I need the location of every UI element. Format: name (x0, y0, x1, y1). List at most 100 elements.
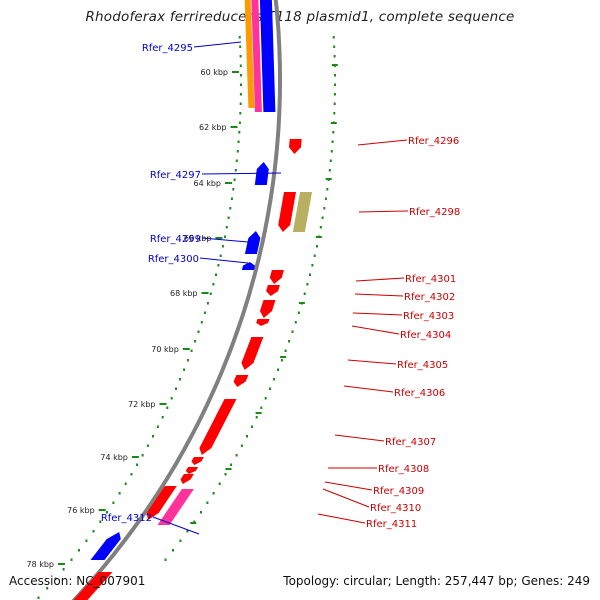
track-dot (141, 454, 144, 457)
track-dot (152, 435, 154, 438)
forward-gene (269, 270, 284, 284)
label-leader-line (201, 172, 282, 175)
track-dot (333, 112, 336, 115)
track-dot (217, 264, 220, 267)
kbp-tick-label: 70 kbp (151, 345, 179, 354)
kbp-tick-mark (98, 509, 106, 511)
track-dot (225, 226, 228, 229)
track-dot (197, 330, 200, 333)
right-gene-labels: Rfer_4296 Rfer_4298 Rfer_4301 Rfer_4302 Rfer… (317, 136, 460, 530)
track-dot (215, 273, 217, 276)
track-dot (200, 321, 203, 324)
reverse-gene (90, 532, 121, 560)
kbp-scale: 60 kbp 62 kbp 64 kbp 66 kbp 68 kbp 70 kbp 72 k… (26, 68, 239, 569)
track-dot (323, 207, 326, 210)
track-dot (164, 558, 167, 561)
track-dot (221, 245, 224, 248)
track-dot (239, 112, 242, 115)
track-dot (239, 93, 242, 96)
kbp-tick-mark (159, 403, 167, 405)
track-dot (239, 102, 242, 105)
track-dot (227, 216, 230, 219)
track-dot (136, 463, 139, 466)
track-dot (333, 102, 336, 105)
track-dash (190, 522, 197, 524)
track-dash (330, 122, 337, 124)
label-leader-line (201, 237, 249, 243)
track-dot (223, 235, 226, 238)
track-dot (170, 397, 173, 400)
track-dot (85, 539, 88, 542)
track-dot (156, 425, 159, 428)
track-dot (161, 416, 164, 419)
track-dot (124, 482, 127, 485)
track-dot (70, 558, 73, 561)
left-gene-labels: Rfer_4295 Rfer_4297 Rfer_4299 Rfer_4300 Rfer… (101, 41, 282, 535)
kbp-tick-label: 72 kbp (128, 400, 156, 409)
kbp-tick-label: 64 kbp (193, 179, 221, 188)
track-dot (309, 273, 311, 276)
track-dot (166, 406, 169, 409)
track-dot (331, 140, 334, 143)
track-dot (212, 492, 215, 495)
kbp-tick-mark (215, 237, 223, 239)
track-dot (230, 463, 233, 466)
olive-feature (292, 192, 312, 232)
track-dot (46, 587, 49, 590)
label-leader-line (317, 513, 366, 524)
label-leader-line (334, 434, 385, 442)
track-dot (288, 340, 291, 343)
accession-text: Accession: NC_007901 (9, 574, 146, 588)
kbp-tick-label: 78 kbp (26, 560, 54, 569)
kbp-tick-mark (58, 563, 65, 565)
forward-gene (73, 572, 113, 600)
orange-feature (244, 0, 255, 108)
gene-label: Rfer_4305 (397, 360, 448, 371)
track-dot (239, 64, 242, 67)
track-dot (328, 169, 331, 172)
label-leader-line (358, 210, 409, 213)
kbp-tick-label: 68 kbp (170, 289, 198, 298)
track-dot (332, 131, 335, 134)
track-dot (62, 568, 65, 571)
label-leader-line (354, 293, 404, 297)
track-dot (130, 473, 133, 476)
track-dot (280, 359, 283, 362)
map-title: Rhodoferax ferrireducens T118 plasmid1, … (85, 9, 515, 25)
gene-label: Rfer_4299 (150, 234, 201, 245)
gene-label: Rfer_4295 (142, 43, 193, 54)
track-dot (219, 254, 222, 257)
label-leader-line (347, 359, 397, 365)
track-dot (333, 55, 336, 58)
track-dot (291, 330, 294, 333)
track-dot (200, 511, 202, 514)
track-dot (334, 74, 336, 77)
gene-label: Rfer_4308 (378, 464, 429, 475)
track-dot (330, 150, 333, 153)
track-dot (239, 55, 242, 58)
track-dot (78, 549, 80, 552)
track-dot (264, 397, 267, 400)
gene-label: Rfer_4298 (409, 207, 460, 218)
track-dot (321, 216, 324, 219)
forward-gene (191, 457, 204, 465)
track-dot (235, 159, 238, 162)
track-dot (297, 311, 300, 314)
track-dot (260, 406, 263, 409)
track-dot (238, 36, 241, 39)
kbp-tick-label: 60 kbp (200, 68, 228, 77)
gene-label: Rfer_4310 (370, 503, 421, 514)
track-dot (250, 425, 253, 428)
track-dot (284, 349, 287, 352)
forward-gene (180, 474, 194, 484)
reverse-gene (244, 231, 261, 254)
sequence-backbone (71, 0, 282, 600)
gene-label: Rfer_4297 (150, 170, 201, 181)
track-dot (277, 368, 280, 371)
left-dotted-track (37, 36, 242, 599)
label-leader-line (199, 257, 249, 264)
reverse-gene (241, 262, 255, 270)
forward-gene (266, 285, 280, 296)
track-dot (194, 340, 197, 343)
track-dot (146, 444, 149, 447)
